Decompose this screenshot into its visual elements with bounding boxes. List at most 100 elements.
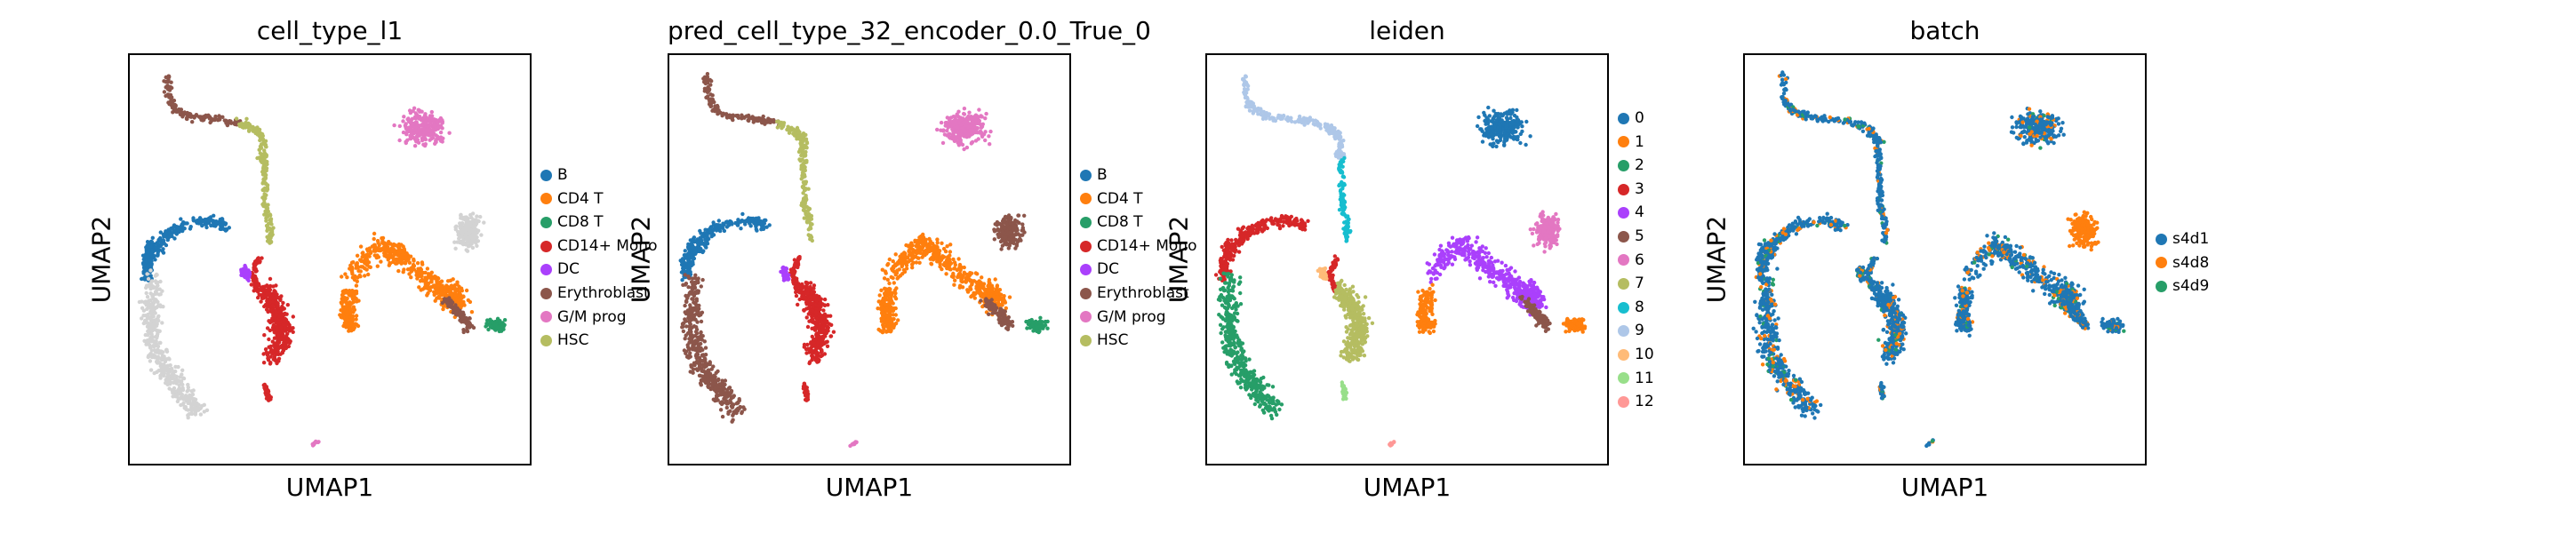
scatter-point [265,228,269,233]
scatter-point [375,254,380,259]
scatter-point [234,116,239,121]
scatter-point [708,371,713,376]
scatter-point [144,283,149,288]
scatter-point [404,139,408,144]
scatter-point [460,228,464,233]
scatter-point [166,356,172,361]
scatter-point [755,216,759,221]
scatter-point [935,127,940,132]
scatter-point [268,397,273,402]
scatter-point [267,236,271,241]
scatter-point [266,299,270,304]
legend-marker [540,169,552,181]
scatter-point [155,288,159,292]
scatter-point [191,216,196,220]
scatter-point [708,97,714,101]
scatter-point [435,290,439,295]
scatter-point [469,215,474,220]
scatter-point [451,277,455,282]
scatter-point [502,318,508,322]
scatter-point [150,354,155,360]
scatter-point [276,321,281,325]
scatter-point [241,122,245,126]
scatter-point [420,109,424,114]
scatter-point [380,248,385,252]
scatter-point [463,241,468,245]
scatter-point [708,229,713,234]
scatter-point [792,133,797,138]
scatter-point [372,231,377,236]
scatter-point [685,343,690,347]
scatter-point [687,263,692,267]
scatter-point [440,300,444,306]
y-axis-label: UMAP2 [86,215,116,304]
scatter-point [766,116,771,121]
cluster-center [794,280,836,366]
legend-item: CD14+ Mono [540,235,657,259]
scatter-point [285,327,290,332]
scatter-point [152,254,156,259]
scatter-point [268,361,273,365]
scatter-point [167,380,172,385]
scatter-point [803,180,808,185]
legend: B CD4 T CD8 T CD14+ Mono DC Erythroblast G/M p… [540,163,657,353]
scatter-point [988,129,993,134]
scatter-point [689,306,693,310]
scatter-point [498,319,502,323]
scatter-point [391,255,396,260]
scatter-point [794,290,798,295]
scatter-point [162,365,166,370]
scatter-point [268,276,273,282]
scatter-point [244,270,250,274]
scatter-point [951,130,956,134]
scatter-point [264,153,268,158]
scatter-point [262,304,267,309]
scatter-point [742,407,747,411]
scatter-point [188,225,193,229]
scatter-point [427,287,431,291]
scatter-point [171,394,175,399]
scatter-point [955,129,959,134]
scatter-point [154,272,159,277]
scatter-point [951,121,956,125]
scatter-point [799,286,804,290]
scatter-point [158,292,163,297]
scatter-point [149,279,155,283]
scatter-point [262,148,267,153]
scatter-point [700,277,705,282]
scatter-point [344,318,348,322]
scatter-point [689,346,693,351]
scatter-point [690,297,694,301]
scatter-point [812,338,816,342]
scatter-point [251,274,255,280]
scatter-point [804,195,808,200]
scatter-point [140,306,145,310]
scatter-point [796,258,801,262]
scatter-point [180,382,185,387]
scatter-point [824,330,828,336]
scatter-point [284,334,289,338]
scatter-point [356,268,361,274]
scatter-point [434,139,438,145]
cluster-left_arc_b [788,255,802,292]
scatter-point [182,227,187,231]
scatter-point [729,388,734,394]
scatter-point [156,318,161,323]
scatter-point [716,108,721,113]
cluster-center_bot [801,381,811,402]
scatter-point [787,128,791,132]
scatter-point [364,261,369,266]
scatter-point [168,92,173,98]
scatter-point [462,303,467,307]
legend-label: CD4 T [557,189,604,208]
scatter-point [276,356,282,361]
scatter-point [718,228,723,234]
legend-marker [540,193,552,205]
scatter-point [155,333,159,338]
scatter-point [792,258,797,262]
scatter-point [465,219,469,225]
scatter-point [148,298,153,302]
legend-item: B [540,163,657,187]
scatter-point [355,299,359,304]
scatter-point [437,290,442,295]
